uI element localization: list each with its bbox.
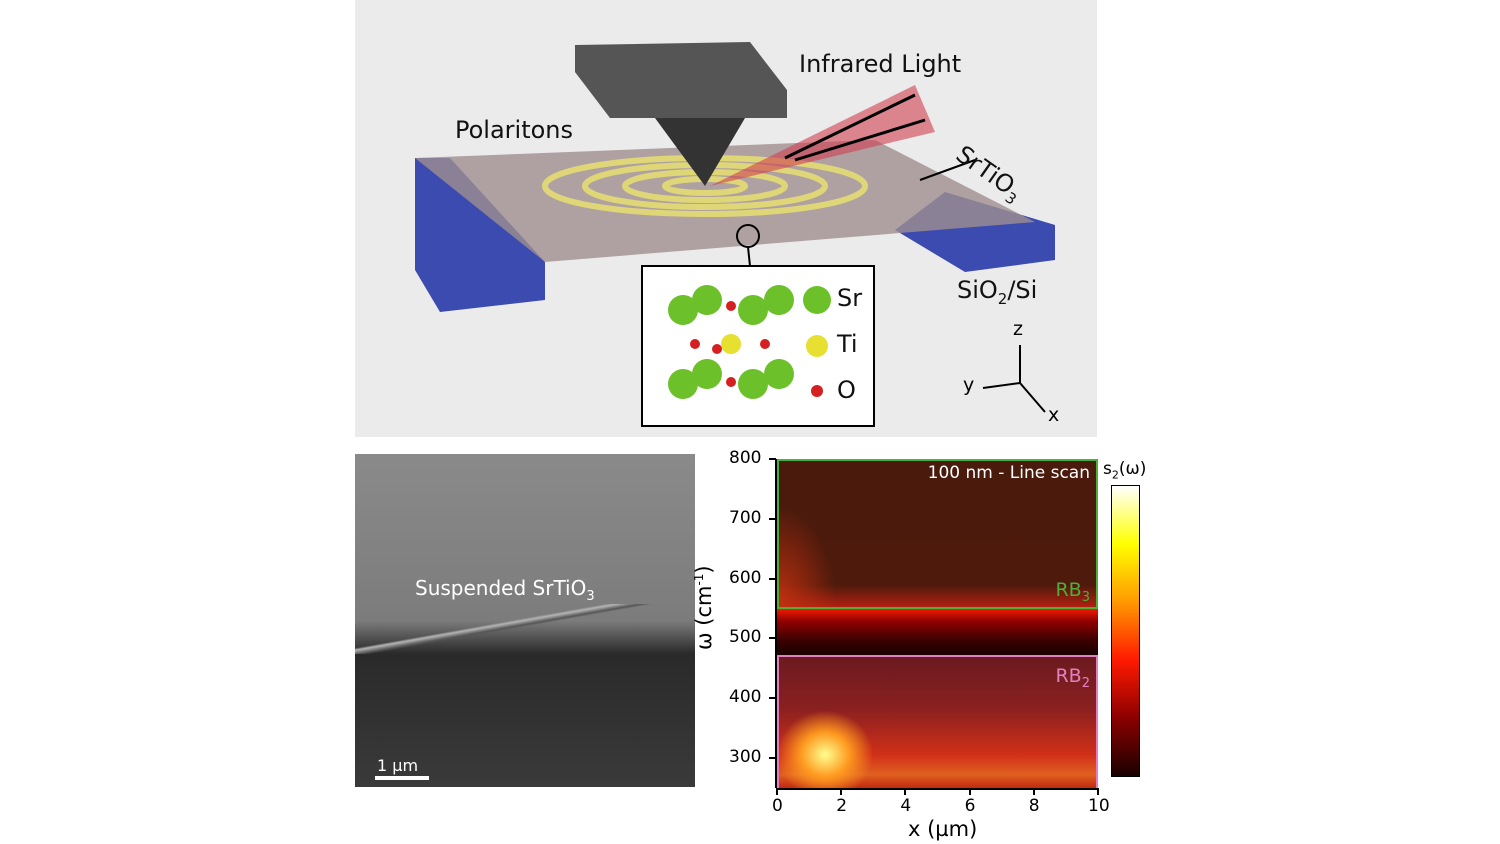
chart-title: 100 nm - Line scan <box>927 463 1090 483</box>
label-rb3: RB3 <box>1055 579 1090 605</box>
x-tick-label: 4 <box>900 796 912 816</box>
axis-y: y <box>963 374 975 396</box>
x-tick-label: 2 <box>836 796 848 816</box>
ir-beam <box>710 85 935 186</box>
region-gap <box>777 607 1098 655</box>
x-tick-label: 8 <box>1028 796 1040 816</box>
arrow-in <box>784 93 916 160</box>
y-tick <box>769 517 776 520</box>
substrate-left <box>415 158 545 312</box>
y-tick-label: 300 <box>729 747 762 768</box>
x-tick <box>1032 788 1035 795</box>
sem-image: Suspended SrTiO3 1 µm <box>355 454 695 787</box>
y-axis-label: ω (cm-1) <box>692 565 716 650</box>
schematic-drawing <box>415 42 1055 427</box>
sem-label: Suspended SrTiO3 <box>415 576 595 604</box>
y-tick <box>769 577 776 580</box>
label-polaritons: Polaritons <box>455 116 574 144</box>
x-tick-label: 0 <box>772 796 783 816</box>
label-rb2: RB2 <box>1055 665 1090 691</box>
x-tick <box>840 788 843 795</box>
arrow-out <box>794 118 926 162</box>
heatmap-plot: 100 nm - Line scan RB3 RB2 <box>777 459 1098 790</box>
x-tick-label: 6 <box>964 796 976 816</box>
y-axis-line <box>775 459 777 788</box>
legend-o: O <box>837 376 856 404</box>
axis-x: x <box>1048 404 1060 426</box>
legend-o-ball <box>811 385 823 397</box>
legend-ti: Ti <box>837 330 858 358</box>
x-tick <box>904 788 907 795</box>
x-axis-line <box>777 788 1098 790</box>
crystal-structure <box>668 285 794 399</box>
x-tick <box>968 788 971 795</box>
x-tick-label: 10 <box>1088 796 1110 816</box>
y-tick-label: 400 <box>729 687 762 708</box>
legend-sr: Sr <box>837 284 863 312</box>
y-tick-label: 500 <box>729 627 762 648</box>
rb2-box <box>777 655 1098 790</box>
label-substrate: SiO2/Si <box>957 276 1038 308</box>
axis-z: z <box>1013 318 1023 340</box>
region-rb2 <box>777 655 1098 788</box>
y-tick-label: 800 <box>729 448 762 468</box>
x-tick <box>776 788 778 795</box>
scale-bar-label: 1 µm <box>377 756 419 775</box>
schematic-panel: Infrared Light Polaritons SrTiO3 SiO2/Si… <box>355 0 1097 437</box>
legend-ti-ball <box>806 335 828 357</box>
y-tick-label: 700 <box>729 507 762 528</box>
y-tick <box>769 637 776 640</box>
rb3-box <box>777 459 1098 609</box>
y-tick <box>769 458 776 460</box>
x-axis-label: x (µm) <box>908 817 978 841</box>
y-tick <box>769 757 776 760</box>
afm-tip <box>655 118 745 186</box>
colorbar <box>1111 485 1140 777</box>
colorbar-label: s2(ω) <box>1103 459 1147 482</box>
label-infrared: Infrared Light <box>799 50 962 78</box>
scale-bar <box>375 776 429 780</box>
axes-triad <box>982 345 1046 413</box>
x-tick <box>1097 788 1099 795</box>
y-tick-label: 600 <box>729 567 762 588</box>
crystal-inset <box>641 265 875 427</box>
afm-cantilever <box>575 42 787 118</box>
region-rb3 <box>777 459 1098 607</box>
y-tick <box>769 697 776 700</box>
legend-sr-ball <box>803 286 831 314</box>
